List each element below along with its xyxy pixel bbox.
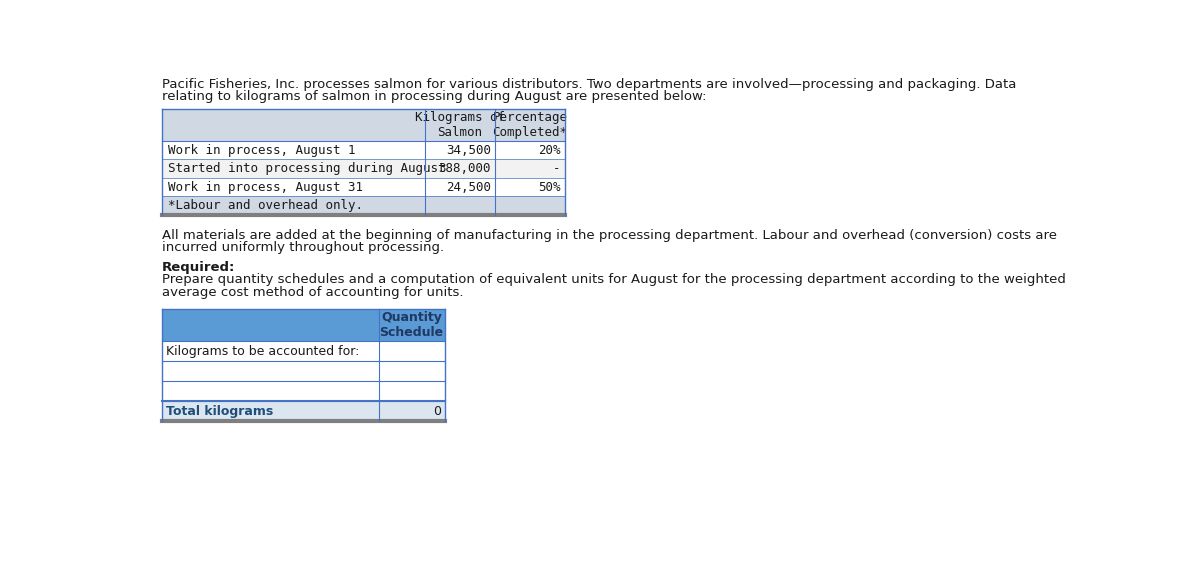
Text: Required:: Required: <box>162 261 235 274</box>
Bar <box>162 309 444 341</box>
Text: -: - <box>553 162 560 175</box>
Bar <box>162 401 444 421</box>
Text: Kilograms of
Salmon: Kilograms of Salmon <box>415 111 505 139</box>
Text: Work in process, August 1: Work in process, August 1 <box>168 144 355 156</box>
Text: average cost method of accounting for units.: average cost method of accounting for un… <box>162 286 463 299</box>
Text: All materials are added at the beginning of manufacturing in the processing depa: All materials are added at the beginning… <box>162 228 1057 242</box>
Text: 20%: 20% <box>539 144 560 156</box>
Text: 24,500: 24,500 <box>446 180 491 194</box>
Bar <box>162 159 565 178</box>
Bar <box>162 381 444 401</box>
Bar <box>162 196 565 215</box>
Bar <box>162 341 444 361</box>
Text: Work in process, August 31: Work in process, August 31 <box>168 180 362 194</box>
Text: Quantity
Schedule: Quantity Schedule <box>379 311 444 339</box>
Text: relating to kilograms of salmon in processing during August are presented below:: relating to kilograms of salmon in proce… <box>162 90 706 103</box>
Text: Pacific Fisheries, Inc. processes salmon for various distributors. Two departmen: Pacific Fisheries, Inc. processes salmon… <box>162 78 1016 91</box>
Text: 0: 0 <box>433 405 440 417</box>
Text: Percentage
Completed*: Percentage Completed* <box>492 111 568 139</box>
Text: 34,500: 34,500 <box>446 144 491 156</box>
Text: *Labour and overhead only.: *Labour and overhead only. <box>168 199 362 212</box>
Text: Started into processing during August: Started into processing during August <box>168 162 445 175</box>
Text: Kilograms to be accounted for:: Kilograms to be accounted for: <box>167 345 360 357</box>
Bar <box>162 178 565 196</box>
Bar <box>162 361 444 381</box>
Text: Total kilograms: Total kilograms <box>167 405 274 417</box>
Text: 50%: 50% <box>539 180 560 194</box>
Bar <box>162 141 565 159</box>
Bar <box>162 108 565 141</box>
Text: Prepare quantity schedules and a computation of equivalent units for August for : Prepare quantity schedules and a computa… <box>162 274 1066 286</box>
Text: incurred uniformly throughout processing.: incurred uniformly throughout processing… <box>162 241 444 254</box>
Text: 388,000: 388,000 <box>438 162 491 175</box>
